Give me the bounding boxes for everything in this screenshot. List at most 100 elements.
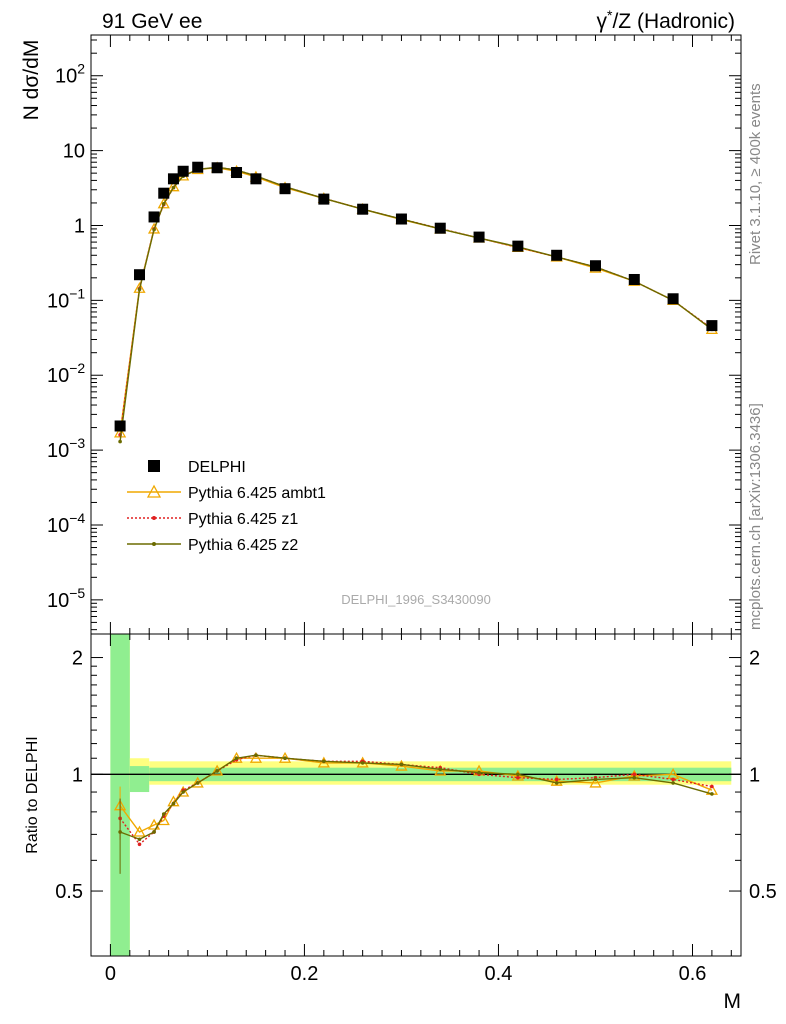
- main-y-tick-label: 10−4: [47, 510, 85, 537]
- ratio-y-tick-label-right: 2: [749, 648, 760, 670]
- ratio-point-z1: [137, 842, 142, 847]
- main-data-point: [279, 183, 291, 195]
- legend-label-z1: Pythia 6.425 z1: [188, 511, 298, 528]
- main-point-z2: [137, 287, 142, 292]
- main-y-tick-exponent: −3: [69, 435, 85, 451]
- legend-marker-ambt1: [146, 484, 162, 498]
- legend-label-data: DELPHI: [188, 459, 246, 476]
- main-point-ambt1: [147, 222, 161, 234]
- ratio-point-z2: [171, 801, 176, 806]
- ratio-point-z2: [152, 830, 156, 834]
- ratio-point-z2: [593, 777, 598, 782]
- main-y-tick-label: 102: [55, 61, 85, 88]
- main-data-point: [250, 173, 262, 185]
- main-data-point: [158, 187, 170, 199]
- ratio-x-tick-label: 0: [105, 963, 116, 985]
- main-data-point: [211, 162, 223, 174]
- main-series-line-ambt1: [119, 167, 713, 433]
- main-data-point: [167, 173, 179, 185]
- ratio-point-z1: [710, 784, 714, 789]
- ratio-x-tick-label: 0.6: [679, 963, 707, 985]
- main-point-ambt1: [167, 180, 180, 192]
- ratio-point-ambt1: [147, 818, 161, 830]
- ratio-plot-frame: [90, 633, 742, 957]
- main-point-z2: [152, 227, 156, 232]
- main-y-tick-label: 10−2: [47, 360, 85, 387]
- ratio-point-z1: [554, 777, 559, 782]
- ratio-series-line-ambt1: [119, 757, 713, 833]
- ratio-point-ambt1: [395, 759, 408, 771]
- ratio-point-ambt1: [211, 764, 224, 776]
- ratio-point-z2: [554, 781, 559, 785]
- main-y-tick-label: 10−1: [47, 285, 85, 312]
- main-y-tick-label: 10−5: [47, 585, 85, 612]
- legend-label-z2: Pythia 6.425 z2: [188, 537, 298, 554]
- ratio-point-z2: [438, 767, 443, 772]
- main-data-point: [512, 240, 524, 252]
- main-data-point: [134, 269, 146, 281]
- ratio-point-ambt1: [589, 776, 602, 788]
- main-data-point: [434, 222, 446, 234]
- mcplots-label: mcplots.cern.ch [arXiv:1306.3436]: [747, 403, 764, 630]
- ratio-point-ambt1: [177, 785, 190, 797]
- main-data-point: [628, 273, 640, 285]
- main-data-point: [551, 249, 563, 261]
- ratio-y-tick-label-right: 1: [749, 764, 760, 786]
- main-data-point: [192, 161, 204, 173]
- ratio-y-axis-label: Ratio to DELPHI: [24, 736, 41, 853]
- ratio-x-tick-label: 0.2: [291, 963, 319, 985]
- legend-marker-z2: [152, 542, 156, 546]
- main-data-point: [231, 167, 243, 179]
- ratio-point-ambt1: [550, 774, 563, 786]
- ratio-point-z2: [671, 781, 675, 785]
- ratio-point-z1: [671, 777, 675, 782]
- ratio-plot-panel: 0.5 0.5 1 1 2 2 0 0.2 0.4 0.6: [55, 634, 777, 985]
- ratio-point-z2: [632, 775, 637, 780]
- legend-label-ambt1: Pythia 6.425 ambt1: [188, 485, 326, 502]
- main-y-tick-label: 1: [74, 215, 85, 237]
- ratio-point-z2: [234, 756, 239, 761]
- ratio-point-z2: [215, 769, 219, 773]
- main-y-tick-exponent: −2: [69, 360, 85, 376]
- legend: DELPHI Pythia 6.425 ambt1 Pythia 6.425 z1 P…: [127, 459, 326, 554]
- main-point-z2: [161, 201, 166, 206]
- ratio-y-tick-label: 2: [72, 648, 83, 670]
- ratio-point-z2: [322, 759, 326, 764]
- ratio-point-ambt1: [249, 751, 263, 763]
- plot-title-right: γ*/Z (Hadronic): [597, 7, 735, 33]
- ratio-point-z1: [516, 775, 520, 780]
- watermark: DELPHI_1996_S3430090: [341, 592, 491, 607]
- ratio-point-ambt1: [628, 769, 641, 781]
- ratio-y-tick-label-right: 0.5: [749, 881, 777, 903]
- ratio-point-z2: [516, 772, 520, 777]
- ratio-stat-band: [129, 766, 150, 793]
- ratio-point-z2: [254, 753, 258, 758]
- legend-marker-z1: [152, 516, 156, 520]
- main-data-point: [148, 211, 160, 223]
- ratio-point-ambt1: [191, 776, 204, 788]
- ratio-point-z2: [477, 770, 481, 775]
- main-y-tick-exponent: −4: [69, 510, 85, 526]
- ratio-point-z2: [181, 790, 185, 794]
- ratio-y-tick-label: 1: [72, 764, 83, 786]
- main-data-point: [706, 320, 718, 332]
- rivet-label: Rivet 3.1.10, ≥ 400k events: [747, 83, 764, 265]
- main-y-tick-label: 10−3: [47, 435, 85, 462]
- main-data-point: [395, 213, 407, 225]
- x-axis-label: M: [724, 990, 742, 1013]
- main-data-point: [177, 165, 189, 177]
- ratio-point-ambt1: [434, 764, 447, 776]
- main-series-line-z2: [119, 166, 713, 442]
- ratio-point-z2: [399, 762, 404, 767]
- ratio-series-line-z2: [119, 754, 713, 841]
- main-data-point: [473, 231, 485, 243]
- plot-title-left: 91 GeV ee: [102, 10, 202, 33]
- ratio-point-ambt1: [133, 825, 146, 837]
- main-y-tick-exponent: 2: [77, 61, 85, 77]
- main-point-ambt1: [157, 197, 170, 209]
- main-data-point: [589, 260, 601, 272]
- ratio-point-z2: [283, 756, 287, 761]
- legend-marker-data: [148, 460, 160, 472]
- ratio-point-ambt1: [317, 756, 330, 768]
